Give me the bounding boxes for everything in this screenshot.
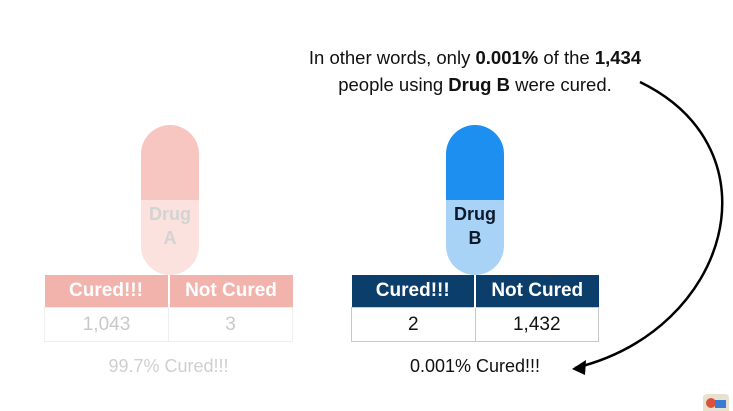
caption-text: In other words, only 0.001% of the 1,434… <box>300 44 650 98</box>
drug-b-header-row: Cured!!! Not Cured <box>351 275 599 308</box>
drug-b-cured-value: 2 <box>351 307 476 342</box>
drug-a-col-not-cured: Not Cured <box>168 275 293 308</box>
caption-bold-drug: Drug B <box>448 74 510 95</box>
drug-b-pill-icon <box>446 125 504 275</box>
drug-a-label-line2: A <box>163 228 177 248</box>
drug-b-not-cured-value: 1,432 <box>474 307 599 342</box>
drug-a-table: Cured!!! Not Cured 1,043 3 <box>44 275 293 342</box>
drug-a-header-row: Cured!!! Not Cured <box>44 275 293 308</box>
drug-b-label-line2: B <box>468 228 482 248</box>
caption-bold-count: 1,434 <box>594 47 642 68</box>
caption-part: were cured. <box>509 74 612 95</box>
drug-b-col-cured: Cured!!! <box>351 275 476 308</box>
drug-a-summary: 99.7% Cured!!! <box>108 356 229 376</box>
drug-a-value-row: 1,043 3 <box>44 307 293 342</box>
drug-b-table: Cured!!! Not Cured 2 1,432 <box>351 275 599 342</box>
drug-b-label-line1: Drug <box>454 204 496 224</box>
drug-b-col-not-cured: Not Cured <box>475 275 599 308</box>
drug-b-label: Drug B <box>440 202 510 250</box>
drug-a-label-line1: Drug <box>149 204 191 224</box>
drug-b-summary: 0.001% Cured!!! <box>409 356 541 376</box>
drug-a-not-cured-value: 3 <box>168 307 293 342</box>
drug-b-value-row: 2 1,432 <box>351 307 599 342</box>
caption-part: of the <box>538 47 595 68</box>
caption-part: In other words, only <box>308 47 476 68</box>
caption-part: people using <box>338 74 449 95</box>
logo-icon <box>703 394 729 411</box>
drug-a-col-cured: Cured!!! <box>44 275 170 308</box>
drug-a-label: Drug A <box>135 202 205 250</box>
drug-a-pill-icon <box>141 125 199 275</box>
caption-bold-percent: 0.001% <box>475 47 539 68</box>
drug-a-cured-value: 1,043 <box>44 307 169 342</box>
